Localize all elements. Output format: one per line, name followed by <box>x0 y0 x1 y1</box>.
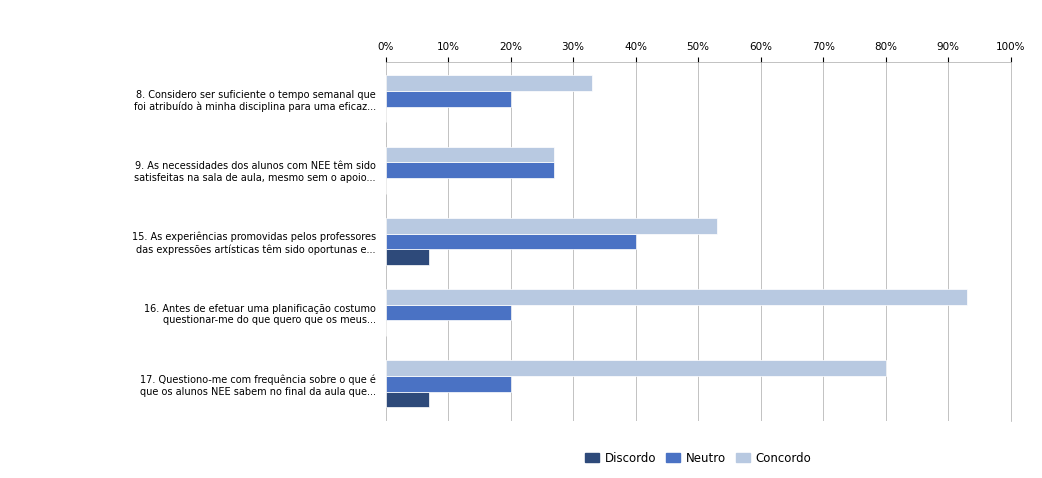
Bar <box>386 4 679 20</box>
Bar <box>386 463 429 478</box>
Bar <box>386 147 554 163</box>
Bar <box>386 35 467 51</box>
Bar <box>386 305 511 320</box>
Bar <box>386 249 429 265</box>
Bar <box>386 360 886 376</box>
Legend: Discordo, Neutro, Concordo: Discordo, Neutro, Concordo <box>581 448 815 468</box>
Bar <box>386 376 511 391</box>
Bar <box>386 234 636 249</box>
Bar <box>386 91 511 107</box>
Bar <box>386 163 554 178</box>
Bar <box>386 432 717 447</box>
Bar <box>386 447 636 463</box>
Bar <box>386 218 717 234</box>
Bar <box>386 391 429 407</box>
Bar <box>386 76 592 91</box>
Bar <box>386 289 967 305</box>
Bar <box>386 20 679 35</box>
